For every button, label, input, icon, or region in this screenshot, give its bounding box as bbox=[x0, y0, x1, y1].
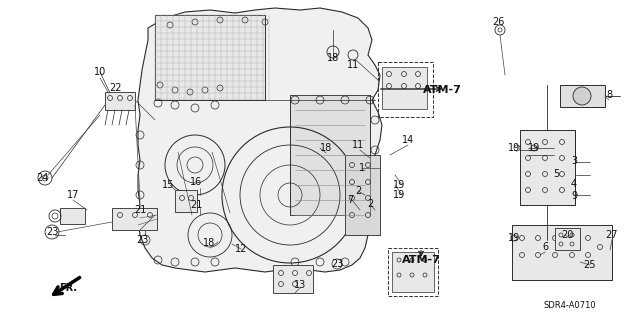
Bar bbox=[345, 155, 380, 235]
Text: FR.: FR. bbox=[59, 283, 77, 293]
Text: 19: 19 bbox=[393, 190, 405, 200]
Text: 27: 27 bbox=[605, 230, 618, 240]
Text: 18: 18 bbox=[320, 143, 332, 153]
Text: 18: 18 bbox=[327, 53, 339, 63]
Text: ATM-7: ATM-7 bbox=[422, 85, 461, 95]
Text: 12: 12 bbox=[235, 244, 247, 254]
Text: 8: 8 bbox=[606, 90, 612, 100]
Text: 26: 26 bbox=[492, 17, 504, 27]
Text: 24: 24 bbox=[36, 173, 48, 183]
Text: 25: 25 bbox=[584, 260, 596, 270]
Text: 22: 22 bbox=[109, 83, 122, 93]
Text: 3: 3 bbox=[571, 156, 577, 166]
Bar bbox=[392, 252, 434, 292]
Bar bbox=[388, 248, 438, 296]
Text: 18: 18 bbox=[203, 238, 215, 248]
Bar bbox=[290, 95, 370, 215]
Text: 2: 2 bbox=[355, 186, 361, 196]
Text: 13: 13 bbox=[294, 280, 306, 290]
Text: 4: 4 bbox=[571, 179, 577, 189]
Text: 11: 11 bbox=[352, 140, 364, 150]
Bar bbox=[175, 190, 197, 212]
Text: 11: 11 bbox=[347, 60, 359, 70]
Text: 7: 7 bbox=[347, 195, 353, 205]
Bar bbox=[512, 225, 612, 280]
Text: 16: 16 bbox=[190, 177, 202, 187]
Text: 21: 21 bbox=[134, 205, 146, 215]
Circle shape bbox=[573, 87, 591, 105]
Text: 19: 19 bbox=[508, 233, 520, 243]
Text: 14: 14 bbox=[402, 135, 414, 145]
Text: 19: 19 bbox=[508, 143, 520, 153]
Text: 17: 17 bbox=[67, 190, 79, 200]
Text: 1: 1 bbox=[359, 163, 365, 173]
Text: 5: 5 bbox=[553, 169, 559, 179]
Bar bbox=[60, 208, 85, 224]
Bar bbox=[155, 15, 265, 100]
Bar bbox=[378, 62, 433, 117]
Text: 15: 15 bbox=[162, 180, 174, 190]
Bar bbox=[112, 208, 157, 230]
Bar bbox=[555, 228, 580, 250]
Text: SDR4-A0710: SDR4-A0710 bbox=[544, 300, 596, 309]
Text: 20: 20 bbox=[561, 230, 573, 240]
Text: 9: 9 bbox=[571, 191, 577, 201]
Bar bbox=[560, 85, 605, 107]
Bar bbox=[520, 130, 575, 205]
Bar bbox=[382, 67, 427, 109]
Bar bbox=[273, 265, 313, 293]
Text: 19: 19 bbox=[393, 180, 405, 190]
Text: 23: 23 bbox=[46, 227, 58, 237]
Text: 21: 21 bbox=[190, 200, 202, 210]
Bar bbox=[105, 92, 135, 110]
Text: 2: 2 bbox=[367, 199, 373, 209]
Text: ATM-7: ATM-7 bbox=[401, 255, 440, 265]
Text: 6: 6 bbox=[542, 242, 548, 252]
Text: 10: 10 bbox=[94, 67, 106, 77]
Text: 23: 23 bbox=[136, 235, 148, 245]
Polygon shape bbox=[138, 8, 382, 272]
Text: 23: 23 bbox=[331, 259, 343, 269]
Text: 19: 19 bbox=[528, 143, 540, 153]
